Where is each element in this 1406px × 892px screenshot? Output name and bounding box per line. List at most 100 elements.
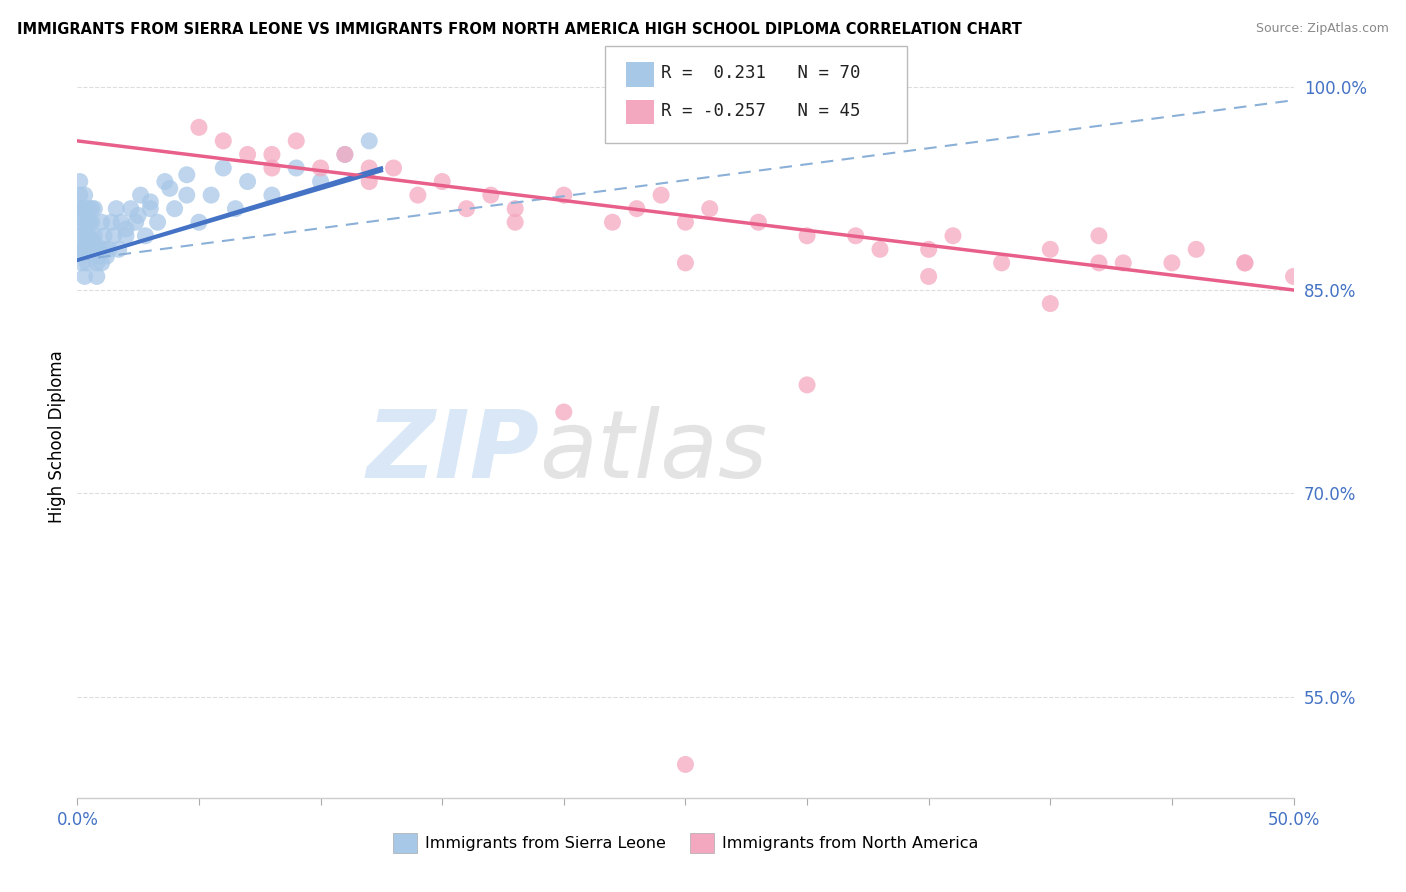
Point <box>1088 256 1111 270</box>
Point <box>359 134 381 148</box>
Legend: Immigrants from Sierra Leone, Immigrants from North America: Immigrants from Sierra Leone, Immigrants… <box>387 827 984 859</box>
Point <box>100 215 122 229</box>
Text: R = -0.257   N = 45: R = -0.257 N = 45 <box>661 102 860 120</box>
Text: atlas: atlas <box>540 406 768 497</box>
Point <box>260 161 283 175</box>
Point <box>553 405 575 419</box>
Point <box>89 243 111 257</box>
Point <box>650 188 672 202</box>
Point <box>942 228 965 243</box>
Point <box>1039 243 1062 257</box>
Point <box>139 202 162 216</box>
Point <box>1161 256 1184 270</box>
Point <box>188 120 211 135</box>
Point <box>553 188 575 202</box>
Point <box>159 181 181 195</box>
Point <box>80 202 103 216</box>
Point <box>188 215 211 229</box>
Point <box>83 228 105 243</box>
Point <box>90 215 112 229</box>
Point <box>675 256 697 270</box>
Point <box>990 256 1012 270</box>
Point <box>93 243 115 257</box>
Point <box>1185 243 1208 257</box>
Point <box>86 256 108 270</box>
Point <box>69 243 91 257</box>
Point <box>176 188 198 202</box>
Point <box>200 188 222 202</box>
Point <box>96 249 118 263</box>
Text: R =  0.231   N = 70: R = 0.231 N = 70 <box>661 64 860 82</box>
Y-axis label: High School Diploma: High School Diploma <box>48 351 66 524</box>
Point <box>103 228 125 243</box>
Point <box>125 215 148 229</box>
Point <box>73 269 96 284</box>
Point <box>110 215 132 229</box>
Point <box>675 757 697 772</box>
Point <box>479 188 502 202</box>
Point <box>70 243 93 257</box>
Point <box>382 161 405 175</box>
Text: ZIP: ZIP <box>367 406 540 498</box>
Point <box>626 202 648 216</box>
Point <box>224 202 246 216</box>
Point <box>69 202 91 216</box>
Point <box>1112 256 1135 270</box>
Point <box>69 175 91 189</box>
Point <box>153 175 176 189</box>
Point <box>105 202 128 216</box>
Point <box>120 202 142 216</box>
Point <box>146 215 169 229</box>
Point <box>869 243 891 257</box>
Point <box>107 243 129 257</box>
Point <box>73 243 96 257</box>
Point <box>747 215 769 229</box>
Point <box>134 228 156 243</box>
Point <box>76 243 98 257</box>
Point <box>76 256 98 270</box>
Point <box>89 249 111 263</box>
Point <box>73 188 96 202</box>
Point <box>285 134 308 148</box>
Point <box>176 168 198 182</box>
Point <box>456 202 478 216</box>
Point <box>115 228 138 243</box>
Point <box>79 228 101 243</box>
Point <box>602 215 624 229</box>
Point <box>86 243 108 257</box>
Point <box>236 147 259 161</box>
Point <box>918 269 941 284</box>
Point <box>359 161 381 175</box>
Point <box>309 161 332 175</box>
Point <box>70 228 93 243</box>
Point <box>79 215 101 229</box>
Point <box>845 228 868 243</box>
Point <box>359 175 381 189</box>
Point <box>73 228 96 243</box>
Point <box>86 269 108 284</box>
Point <box>796 228 818 243</box>
Point <box>503 202 526 216</box>
Point <box>285 161 308 175</box>
Point <box>333 147 356 161</box>
Point <box>163 202 186 216</box>
Point <box>1233 256 1256 270</box>
Point <box>918 243 941 257</box>
Point <box>70 215 93 229</box>
Point <box>675 215 697 229</box>
Point <box>1039 296 1062 310</box>
Point <box>70 256 93 270</box>
Point <box>83 235 105 250</box>
Point <box>80 215 103 229</box>
Point <box>503 215 526 229</box>
Point <box>309 175 332 189</box>
Point <box>69 188 91 202</box>
Point <box>79 202 101 216</box>
Point <box>69 215 91 229</box>
Point <box>76 228 98 243</box>
Point <box>127 209 149 223</box>
Point <box>699 202 721 216</box>
Point <box>333 147 356 161</box>
Point <box>236 175 259 189</box>
Point <box>260 147 283 161</box>
